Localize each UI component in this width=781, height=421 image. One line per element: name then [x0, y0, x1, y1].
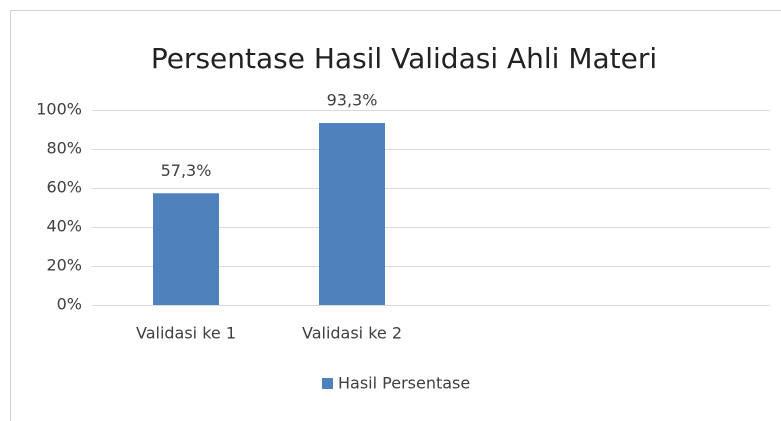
bar — [153, 193, 219, 305]
y-tick-label: 100% — [36, 100, 82, 119]
bar — [319, 123, 385, 305]
chart-border — [10, 10, 781, 421]
x-tick-label: Validasi ke 1 — [136, 324, 236, 343]
data-label: 93,3% — [327, 91, 378, 110]
data-label: 57,3% — [161, 161, 212, 180]
y-tick-label: 60% — [46, 178, 82, 197]
x-tick-label: Validasi ke 2 — [302, 324, 402, 343]
legend-label: Hasil Persentase — [338, 374, 470, 393]
y-tick-label: 80% — [46, 139, 82, 158]
y-tick-label: 0% — [57, 295, 82, 314]
legend-swatch — [322, 378, 333, 389]
chart-title: Persentase Hasil Validasi Ahli Materi — [151, 42, 657, 75]
y-tick-label: 20% — [46, 256, 82, 275]
y-tick-label: 40% — [46, 217, 82, 236]
